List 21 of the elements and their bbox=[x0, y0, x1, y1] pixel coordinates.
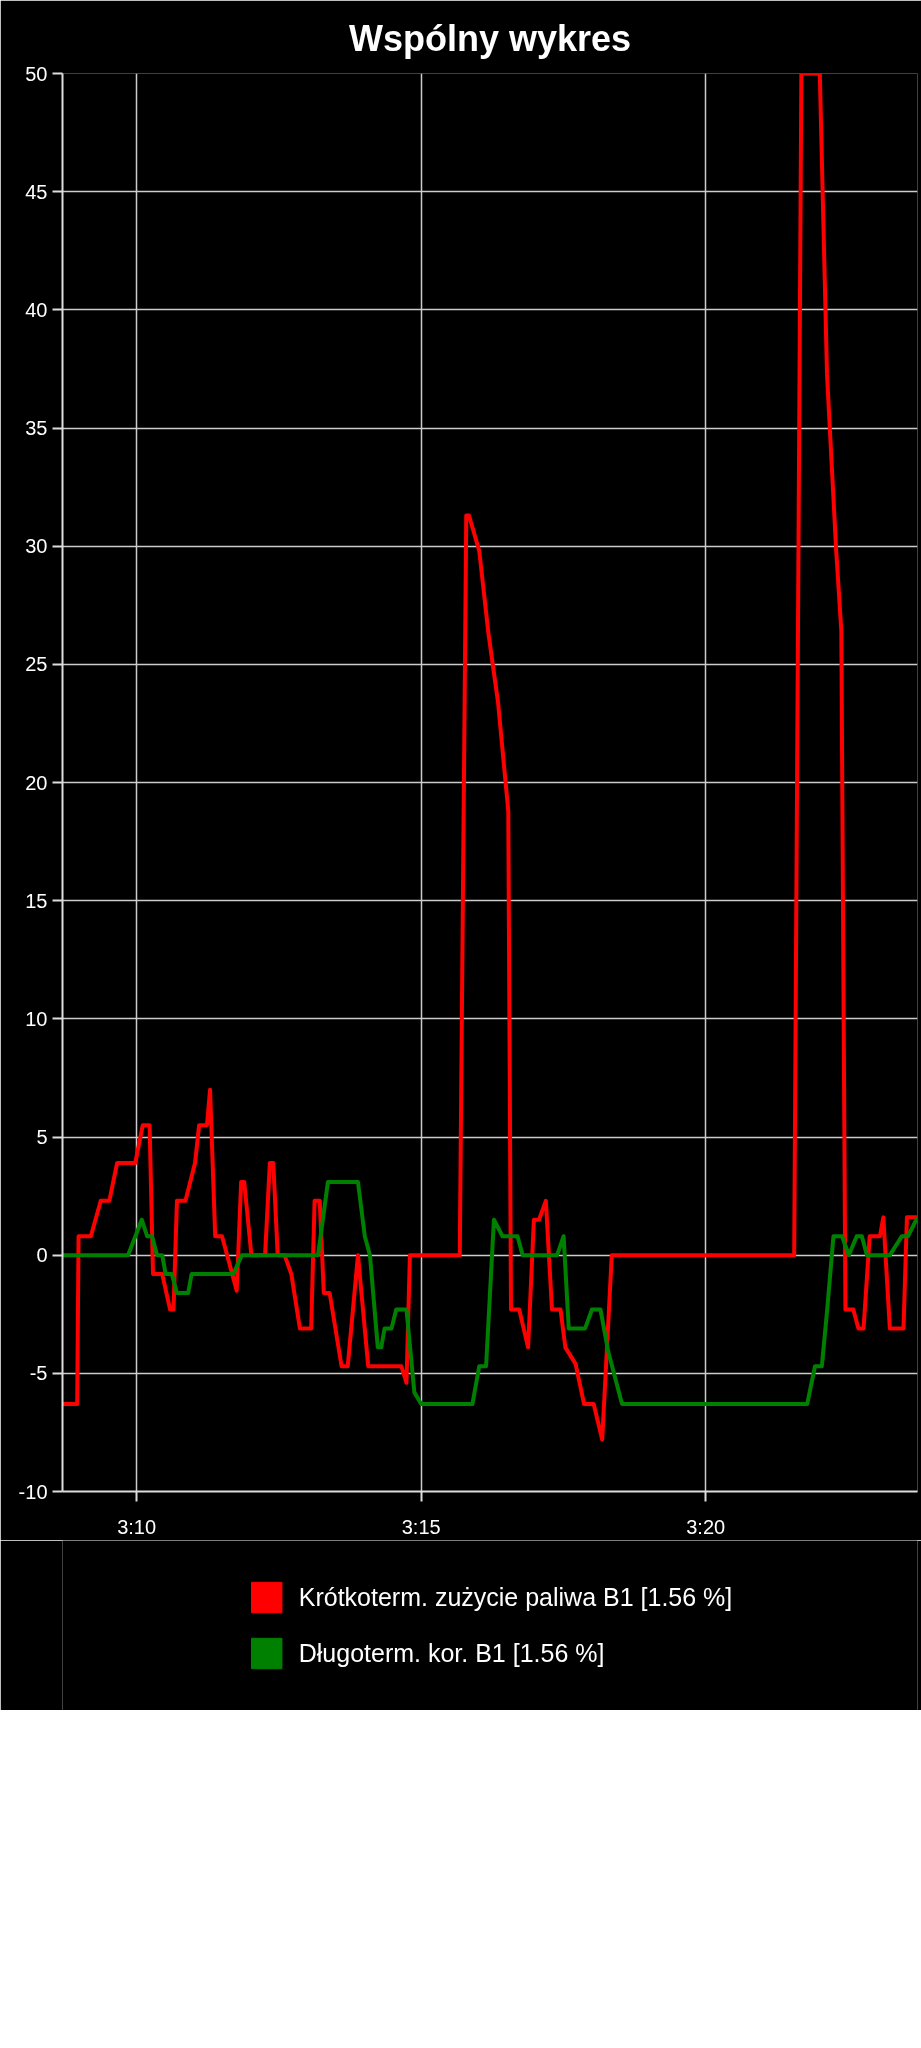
y-tick-label: 20 bbox=[25, 771, 48, 794]
y-tick-label: 35 bbox=[25, 417, 48, 439]
y-tick-label: 45 bbox=[25, 180, 48, 203]
x-tick-label: 3:15 bbox=[401, 1515, 441, 1538]
y-tick-label: 10 bbox=[25, 1007, 48, 1030]
y-tick-label: 30 bbox=[25, 535, 48, 558]
y-tick-label: -10 bbox=[18, 1480, 48, 1503]
legend-label: Krótkoterm. zużycie paliwa B1 [1.56 %] bbox=[298, 1582, 733, 1612]
x-tick-label: 3:20 bbox=[686, 1515, 726, 1538]
y-tick-label: -5 bbox=[29, 1362, 48, 1385]
y-tick-label: 50 bbox=[25, 62, 48, 85]
x-tick-label: 3:10 bbox=[117, 1515, 157, 1538]
y-tick-label: 5 bbox=[36, 1126, 48, 1148]
legend-label: Długoterm. kor. B1 [1.56 %] bbox=[298, 1638, 605, 1668]
line-series bbox=[62, 73, 918, 1442]
y-tick-label: 15 bbox=[25, 889, 48, 912]
y-tick-label: 25 bbox=[25, 653, 48, 676]
chart-title: Wspólny wykres bbox=[348, 17, 632, 59]
y-tick-label: 40 bbox=[25, 298, 48, 321]
y-tick-label: 0 bbox=[36, 1244, 48, 1267]
line-series bbox=[62, 1179, 918, 1407]
